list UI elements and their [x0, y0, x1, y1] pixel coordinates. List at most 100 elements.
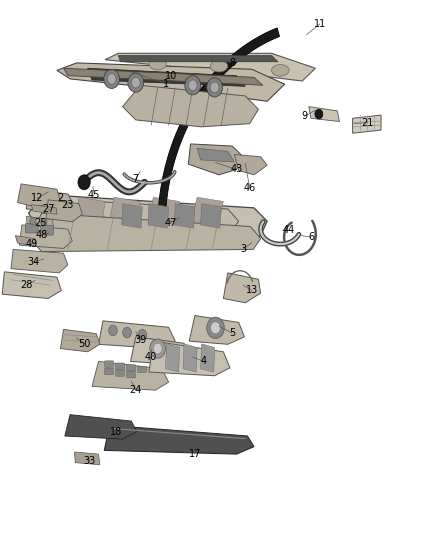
Text: 17: 17: [189, 449, 201, 459]
Text: 12: 12: [31, 193, 43, 203]
Polygon shape: [30, 213, 261, 252]
Polygon shape: [57, 63, 285, 101]
FancyBboxPatch shape: [105, 361, 113, 367]
Polygon shape: [88, 201, 239, 230]
FancyBboxPatch shape: [127, 365, 135, 371]
Polygon shape: [166, 344, 180, 372]
Polygon shape: [28, 195, 267, 246]
Circle shape: [150, 339, 166, 358]
Polygon shape: [309, 107, 339, 122]
Polygon shape: [15, 236, 36, 246]
Ellipse shape: [210, 60, 228, 72]
Text: 9: 9: [301, 111, 307, 121]
Text: 8: 8: [229, 58, 235, 68]
Text: 25: 25: [35, 218, 47, 228]
Text: 39: 39: [134, 335, 146, 345]
Text: 4: 4: [201, 357, 207, 366]
Polygon shape: [183, 344, 197, 372]
Polygon shape: [353, 115, 381, 133]
Text: 6: 6: [308, 232, 314, 242]
Circle shape: [131, 77, 140, 88]
Text: 10: 10: [165, 71, 177, 80]
Polygon shape: [64, 68, 263, 85]
FancyBboxPatch shape: [116, 370, 124, 376]
Polygon shape: [131, 337, 189, 365]
Polygon shape: [106, 197, 140, 244]
Polygon shape: [197, 148, 234, 162]
Ellipse shape: [272, 64, 289, 76]
Polygon shape: [145, 197, 180, 244]
Polygon shape: [123, 85, 258, 127]
Text: 44: 44: [283, 225, 295, 235]
Polygon shape: [105, 53, 315, 81]
Polygon shape: [26, 189, 74, 213]
Polygon shape: [234, 155, 267, 175]
Polygon shape: [99, 321, 175, 349]
Polygon shape: [26, 216, 53, 228]
Circle shape: [153, 343, 162, 354]
Circle shape: [128, 73, 144, 92]
Circle shape: [211, 322, 220, 334]
FancyBboxPatch shape: [25, 223, 38, 233]
Circle shape: [109, 325, 117, 336]
Polygon shape: [19, 225, 72, 248]
Circle shape: [123, 327, 131, 338]
Polygon shape: [104, 425, 254, 454]
Polygon shape: [223, 273, 261, 303]
Text: 13: 13: [246, 286, 258, 295]
Circle shape: [104, 69, 120, 88]
Ellipse shape: [149, 58, 166, 70]
Polygon shape: [122, 204, 142, 228]
Text: 21: 21: [362, 118, 374, 127]
Text: 23: 23: [62, 200, 74, 210]
Polygon shape: [18, 184, 60, 207]
Text: 1: 1: [163, 79, 170, 88]
Text: 28: 28: [20, 280, 32, 290]
Text: 3: 3: [240, 245, 246, 254]
Polygon shape: [189, 316, 244, 344]
Circle shape: [185, 76, 201, 95]
Text: 34: 34: [27, 257, 39, 267]
FancyBboxPatch shape: [138, 366, 146, 373]
Text: 47: 47: [165, 218, 177, 228]
Polygon shape: [60, 329, 100, 352]
Polygon shape: [65, 415, 137, 439]
FancyBboxPatch shape: [116, 363, 124, 369]
Circle shape: [78, 175, 90, 190]
Polygon shape: [118, 55, 278, 62]
Polygon shape: [11, 249, 68, 273]
Text: 48: 48: [36, 230, 48, 239]
Polygon shape: [201, 204, 221, 228]
Polygon shape: [148, 204, 169, 228]
Text: 45: 45: [88, 190, 100, 199]
Text: 18: 18: [110, 427, 122, 437]
Text: 2: 2: [57, 193, 64, 203]
Text: 27: 27: [42, 204, 54, 214]
FancyBboxPatch shape: [41, 225, 53, 235]
Polygon shape: [187, 197, 223, 244]
Circle shape: [315, 109, 323, 119]
Polygon shape: [32, 205, 57, 214]
Text: 11: 11: [314, 19, 326, 29]
FancyBboxPatch shape: [105, 368, 113, 375]
Text: 24: 24: [130, 385, 142, 395]
Text: 7: 7: [133, 174, 139, 183]
Polygon shape: [72, 197, 105, 244]
Circle shape: [30, 217, 36, 225]
Polygon shape: [88, 68, 245, 86]
Circle shape: [188, 80, 197, 91]
Polygon shape: [92, 361, 169, 390]
Circle shape: [107, 74, 116, 84]
Circle shape: [210, 82, 219, 93]
Polygon shape: [159, 28, 279, 211]
Text: 50: 50: [78, 339, 91, 349]
Polygon shape: [174, 204, 195, 228]
Text: 46: 46: [244, 183, 256, 192]
Text: 49: 49: [25, 239, 38, 248]
Text: 5: 5: [229, 328, 235, 338]
Text: 43: 43: [230, 165, 243, 174]
Text: 33: 33: [84, 456, 96, 466]
Polygon shape: [188, 144, 243, 175]
Text: 40: 40: [145, 352, 157, 362]
Polygon shape: [2, 272, 61, 298]
